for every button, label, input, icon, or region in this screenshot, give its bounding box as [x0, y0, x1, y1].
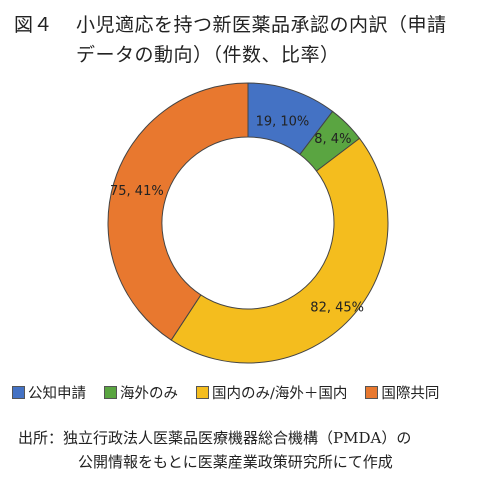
source-line-1: 出所：独立行政法人医薬品医療機器総合機構（PMDA）の — [18, 429, 412, 447]
legend-item-4: 国際共同 — [365, 382, 439, 403]
chart-title: 図４ 小児適応を持つ新医薬品承認の内訳（申請 データの動向）（件数、比率） — [14, 10, 490, 70]
title-line-1: 小児適応を持つ新医薬品承認の内訳（申請 — [76, 14, 447, 36]
legend-item-3: 国内のみ/海外＋国内 — [196, 382, 347, 403]
donut-chart: 19, 10% 8, 4% 82, 45% 75, 41% — [107, 82, 389, 364]
slice-3 — [170, 137, 389, 364]
donut-slices — [107, 82, 389, 364]
legend-item-1: 公知申請 — [12, 382, 86, 403]
legend-swatch-1 — [12, 386, 25, 399]
legend-label-4: 国際共同 — [381, 386, 440, 402]
source-note: 出所：独立行政法人医薬品医療機器総合機構（PMDA）の 公開情報をもとに医薬産業… — [18, 426, 411, 474]
legend-swatch-3 — [196, 386, 209, 399]
title-line-2: データの動向）（件数、比率） — [76, 44, 340, 66]
donut-data-labels: 19, 10% 8, 4% 82, 45% 75, 41% — [110, 115, 364, 316]
slice-4 — [107, 82, 249, 341]
legend-swatch-2 — [104, 386, 117, 399]
figure-number: 図４ — [14, 14, 54, 36]
data-label-3: 82, 45% — [310, 300, 364, 315]
legend-item-2: 海外のみ — [104, 382, 178, 403]
legend-swatch-4 — [365, 386, 379, 399]
chart-legend: 公知申請 海外のみ 国内のみ/海外＋国内 国際共同 — [12, 382, 439, 403]
legend-label-2: 海外のみ — [120, 386, 178, 402]
data-label-1: 19, 10% — [256, 115, 310, 130]
legend-label-1: 公知申請 — [28, 386, 86, 402]
data-label-2: 8, 4% — [314, 132, 351, 147]
source-line-2: 公開情報をもとに医薬産業政策研究所にて作成 — [78, 453, 393, 471]
legend-label-3: 国内のみ/海外＋国内 — [212, 386, 348, 402]
data-label-4: 75, 41% — [110, 184, 164, 199]
